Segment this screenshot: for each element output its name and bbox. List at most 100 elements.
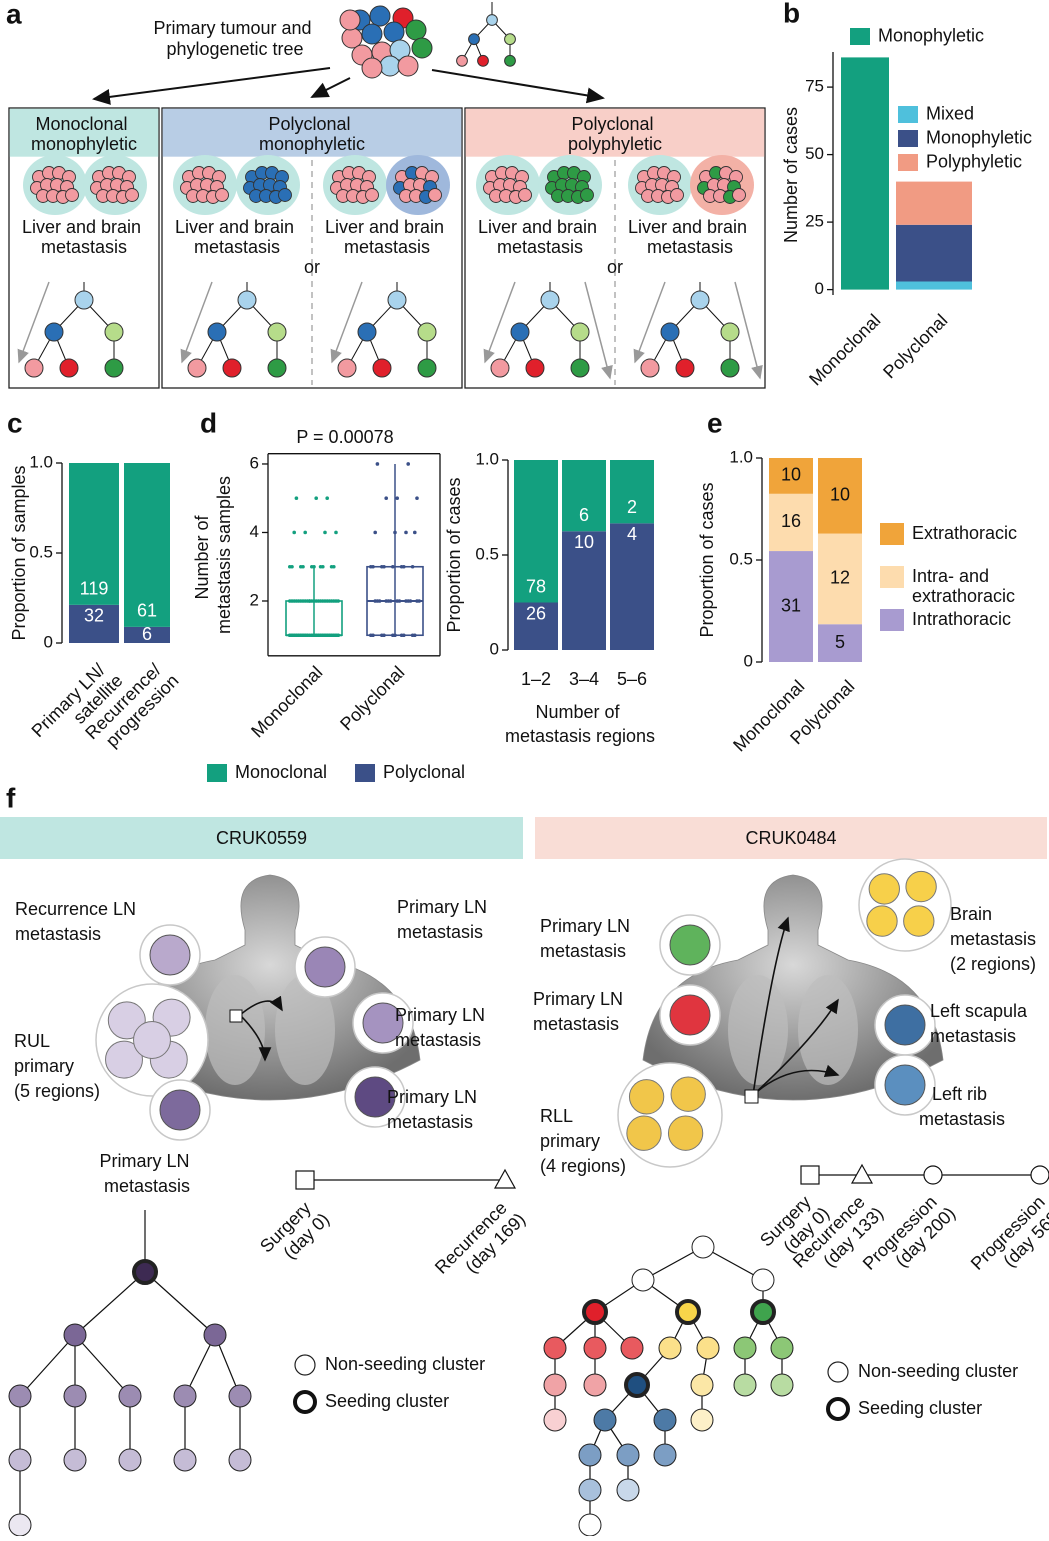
y-tick-label: 75 [805, 77, 824, 96]
cell [215, 188, 229, 202]
y-tick-label: 0 [744, 651, 753, 670]
cluster [583, 1336, 607, 1360]
data-point [321, 564, 325, 569]
timeline-event [850, 1163, 874, 1184]
y-tick-label: 0 [44, 632, 53, 651]
x-axis-label: Number of metastasis regions [505, 702, 655, 746]
legend-label: Polyphyletic [926, 151, 1022, 171]
panel-label: c [7, 407, 23, 438]
seeding-arrow [734, 281, 763, 380]
region [354, 1076, 396, 1118]
bar-segment [610, 523, 654, 650]
timeline-event [493, 1168, 517, 1189]
tree-node [720, 322, 740, 342]
lung [275, 975, 335, 1085]
cell [428, 188, 442, 202]
bar-segment [514, 602, 558, 650]
tumour-cell [361, 57, 383, 79]
legend-swatch [355, 764, 375, 782]
legend-swatch [293, 1390, 317, 1414]
cluster [696, 1336, 720, 1360]
y-axis-label: Proportion of cases [444, 477, 464, 632]
region [105, 1040, 143, 1079]
legend-swatch [880, 609, 904, 631]
cluster [616, 1478, 640, 1502]
panel-label: b [783, 0, 800, 28]
data-label: 31 [781, 595, 801, 615]
tree-node [490, 358, 510, 378]
site-label: Primary LN metastasis [540, 916, 635, 961]
cluster [691, 1235, 715, 1259]
tree-node [456, 54, 468, 67]
tumour-cell [339, 9, 361, 31]
y-tick-label: 0.5 [475, 544, 499, 563]
legend-label: Non-seeding cluster [858, 1361, 1018, 1381]
site-label: Primary LN metastasis [397, 897, 492, 942]
panel-label: f [6, 782, 16, 813]
bar-segment [514, 460, 558, 603]
primary-marker [229, 1009, 243, 1023]
region [884, 1064, 926, 1106]
tree-edge [144, 1271, 216, 1336]
spread-arrow [239, 995, 283, 1016]
region [667, 1115, 704, 1151]
cluster [631, 1268, 655, 1292]
timeline-label: Surgery (day 0) [256, 1194, 333, 1271]
data-label: 10 [830, 485, 850, 505]
tree-node [417, 322, 437, 342]
cluster [543, 1373, 567, 1397]
panel-label: e [707, 407, 723, 438]
tree-node [337, 358, 357, 378]
scenario-header [162, 108, 462, 157]
data-label: 119 [80, 579, 109, 599]
bar-segment [818, 624, 862, 662]
tree-node [104, 322, 124, 342]
site-label: Primary LN metastasis [395, 1005, 490, 1050]
y-tick-label: 0 [815, 279, 824, 298]
scenario-title: Polyclonal polyphyletic [568, 114, 662, 154]
timeline-event [800, 1165, 820, 1185]
y-tick-label: 1.0 [729, 447, 753, 466]
cluster [733, 1336, 757, 1360]
panel-label: d [200, 407, 217, 438]
site-label: Recurrence LN metastasis [15, 899, 141, 944]
cluster [616, 1443, 640, 1467]
data-label: 32 [84, 606, 104, 626]
lung [205, 975, 265, 1085]
tree-node [640, 358, 660, 378]
site-label: RLL primary (4 regions) [540, 1106, 626, 1176]
lung [798, 975, 858, 1085]
caption: Liver and brain metastasis [325, 217, 449, 257]
bar-segment [818, 533, 862, 625]
region [362, 1002, 404, 1044]
site-label: Brain metastasis (2 regions) [950, 904, 1041, 974]
cluster [173, 1448, 197, 1472]
legend-label: Mixed [926, 103, 974, 123]
seeding-cluster [132, 1259, 158, 1285]
tree-node [44, 322, 64, 342]
bar-segment [896, 224, 972, 282]
data-label: 10 [781, 465, 801, 485]
tree-node [237, 290, 257, 310]
data-point [373, 530, 378, 535]
caption: Liver and brain metastasis [175, 217, 299, 257]
tree-node [372, 358, 392, 378]
legend-label: Extrathoracic [912, 523, 1017, 543]
region [149, 934, 191, 976]
separator-label: or [607, 257, 623, 277]
tree-node [570, 358, 590, 378]
cluster [751, 1268, 775, 1292]
region [304, 946, 346, 988]
legend-swatch [898, 130, 918, 147]
tree-edge [74, 1271, 146, 1336]
legend-swatch [880, 523, 904, 545]
bar-segment [896, 281, 972, 290]
cell [278, 188, 292, 202]
timeline-event [295, 1170, 315, 1190]
scenario-title: Monoclonal monophyletic [31, 114, 137, 154]
cluster [8, 1513, 32, 1537]
legend-label: Monoclonal [235, 762, 327, 782]
region [903, 905, 935, 937]
arrow [310, 77, 351, 98]
cell [125, 188, 139, 202]
